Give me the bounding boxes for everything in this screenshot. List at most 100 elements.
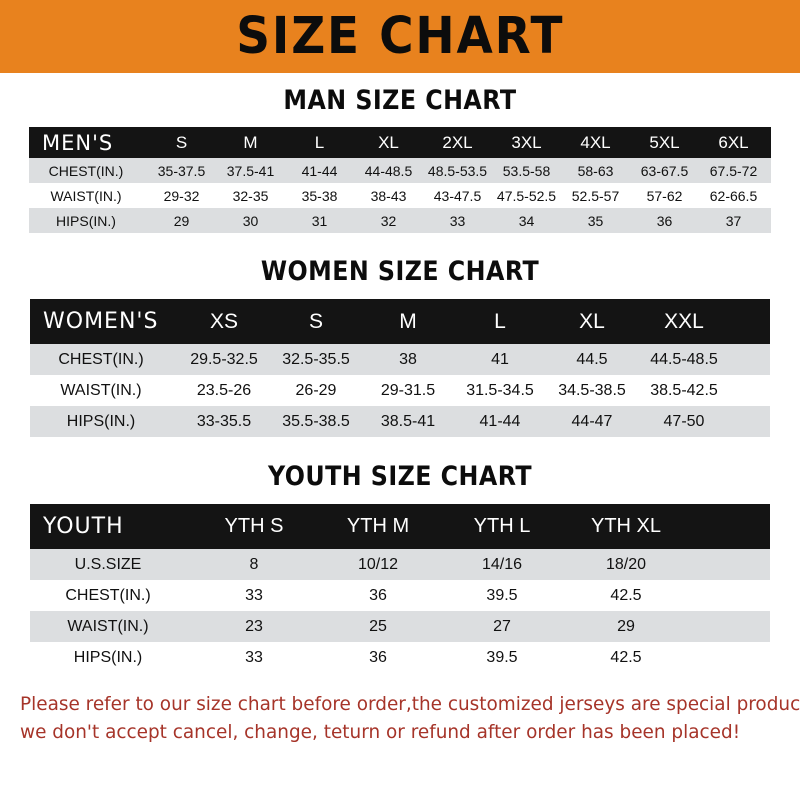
men-header-row: MEN'S S M L XL 2XL 3XL 4XL 5XL 6XL <box>29 127 771 158</box>
men-size-table: MEN'S S M L XL 2XL 3XL 4XL 5XL 6XL CHEST(IN.) 35-… <box>29 127 771 233</box>
youth-size-table: YOUTH YTH S YTH M YTH L YTH XL U.S.SIZE 8 10/… <box>30 504 770 673</box>
youth-cell: 33 <box>245 586 263 604</box>
youth-cell-filler <box>688 642 770 673</box>
women-cell: 44.5 <box>576 350 608 368</box>
men-cell: 36 <box>656 212 673 229</box>
men-header-label: MEN'S <box>42 130 114 155</box>
men-cell: 29 <box>173 212 190 229</box>
men-cell: 32 <box>380 212 397 229</box>
women-cell-filler <box>730 406 770 437</box>
women-cell: 44-47 <box>571 412 613 430</box>
women-header-row: WOMEN'S XS S M L XL XXL <box>30 299 770 344</box>
men-cell: 35 <box>587 212 604 229</box>
youth-header-row: YOUTH YTH S YTH M YTH L YTH XL <box>30 504 770 549</box>
youth-header-label: YOUTH <box>43 514 124 539</box>
women-size-header-1: S <box>308 309 323 333</box>
women-cell: 32.5-35.5 <box>282 350 350 368</box>
women-cell: 23.5-26 <box>196 381 252 399</box>
women-cell: 34.5-38.5 <box>558 381 626 399</box>
men-cell: 34 <box>518 212 535 229</box>
order-policy-note-line-2: we don't accept cancel, change, teturn o… <box>20 720 741 743</box>
youth-cell: 39.5 <box>486 648 518 666</box>
men-size-header-6: 4XL <box>580 132 611 152</box>
youth-cell: 42.5 <box>610 648 642 666</box>
youth-row-label: U.S.SIZE <box>74 555 142 573</box>
men-size-header-2: L <box>314 132 325 152</box>
men-size-header-3: XL <box>378 132 399 152</box>
men-table-row: CHEST(IN.) 35-37.5 37.5-41 41-44 44-48.5 48.5… <box>29 158 771 183</box>
men-cell: 29-32 <box>163 187 200 204</box>
women-cell: 29-31.5 <box>380 381 436 399</box>
youth-row-label: HIPS(IN.) <box>73 648 143 666</box>
youth-size-header-1: YTH M <box>346 515 410 537</box>
order-policy-note: Please refer to our size chart before or… <box>20 691 800 746</box>
women-size-header-4: XL <box>579 309 605 333</box>
youth-section-title: YOUTH SIZE CHART <box>267 461 533 492</box>
men-row-label: CHEST(IN.) <box>48 162 124 179</box>
men-cell: 37.5-41 <box>226 162 275 179</box>
women-row-label: WAIST(IN.) <box>60 381 142 399</box>
men-size-header-4: 2XL <box>442 132 473 152</box>
youth-table-row: U.S.SIZE 8 10/12 14/16 18/20 <box>30 549 770 580</box>
men-cell: 32-35 <box>232 187 269 204</box>
men-table-body: CHEST(IN.) 35-37.5 37.5-41 41-44 44-48.5 48.5… <box>29 158 771 233</box>
youth-cell: 18/20 <box>605 555 647 573</box>
youth-cell: 8 <box>249 555 259 573</box>
women-table-header: WOMEN'S XS S M L XL XXL <box>30 299 770 344</box>
size-chart-banner: SIZE CHART <box>0 0 800 73</box>
women-cell: 26-29 <box>295 381 337 399</box>
women-table-row: WAIST(IN.) 23.5-26 26-29 29-31.5 31.5-34.5 34… <box>30 375 770 406</box>
page-title: SIZE CHART <box>235 7 565 66</box>
women-cell: 38.5-41 <box>380 412 436 430</box>
men-size-header-8: 6XL <box>718 132 749 152</box>
men-table-header: MEN'S S M L XL 2XL 3XL 4XL 5XL 6XL <box>29 127 771 158</box>
men-cell: 37 <box>725 212 742 229</box>
youth-table-header: YOUTH YTH S YTH M YTH L YTH XL <box>30 504 770 549</box>
man-section-title: MAN SIZE CHART <box>283 85 517 116</box>
men-header-filler <box>768 127 771 158</box>
youth-cell: 25 <box>369 617 387 635</box>
women-cell: 29.5-32.5 <box>190 350 258 368</box>
youth-cell: 27 <box>493 617 511 635</box>
youth-cell: 39.5 <box>486 586 518 604</box>
men-cell: 52.5-57 <box>571 187 620 204</box>
men-cell-filler <box>768 208 771 233</box>
men-cell: 48.5-53.5 <box>427 162 488 179</box>
men-cell: 35-37.5 <box>157 162 206 179</box>
men-size-header-0: S <box>175 132 188 152</box>
men-cell: 33 <box>449 212 466 229</box>
youth-cell: 10/12 <box>357 555 399 573</box>
women-cell-filler <box>730 344 770 375</box>
youth-size-header-2: YTH L <box>473 515 531 537</box>
youth-cell-filler <box>688 549 770 580</box>
men-cell: 38-43 <box>370 187 407 204</box>
youth-cell-filler <box>688 580 770 611</box>
women-section-title: WOMEN SIZE CHART <box>260 256 540 287</box>
men-cell: 57-62 <box>646 187 683 204</box>
women-size-header-3: L <box>494 309 506 333</box>
women-cell: 35.5-38.5 <box>282 412 350 430</box>
women-table-row: HIPS(IN.) 33-35.5 35.5-38.5 38.5-41 41-44 44-… <box>30 406 770 437</box>
women-table-row: CHEST(IN.) 29.5-32.5 32.5-35.5 38 41 44.5 44.5… <box>30 344 770 375</box>
youth-cell: 29 <box>617 617 635 635</box>
men-cell: 62-66.5 <box>709 187 758 204</box>
youth-table-row: HIPS(IN.) 33 36 39.5 42.5 <box>30 642 770 673</box>
youth-cell: 42.5 <box>610 586 642 604</box>
youth-table-body: U.S.SIZE 8 10/12 14/16 18/20 CHEST(IN.) 33 36 39… <box>30 549 770 673</box>
women-cell: 31.5-34.5 <box>466 381 534 399</box>
youth-table-row: CHEST(IN.) 33 36 39.5 42.5 <box>30 580 770 611</box>
men-cell: 30 <box>242 212 259 229</box>
men-size-header-7: 5XL <box>649 132 680 152</box>
men-cell: 43-47.5 <box>433 187 482 204</box>
men-cell: 63-67.5 <box>640 162 689 179</box>
youth-cell: 36 <box>369 648 387 666</box>
women-row-label: HIPS(IN.) <box>66 412 136 430</box>
youth-size-header-0: YTH S <box>224 515 284 537</box>
women-size-header-0: XS <box>209 309 238 333</box>
men-cell: 53.5-58 <box>502 162 551 179</box>
men-cell: 35-38 <box>301 187 338 204</box>
men-cell: 58-63 <box>577 162 614 179</box>
men-cell: 44-48.5 <box>364 162 413 179</box>
men-cell-filler <box>768 183 771 208</box>
women-size-table: WOMEN'S XS S M L XL XXL CHEST(IN.) 29.5-32.5 32… <box>30 299 770 437</box>
